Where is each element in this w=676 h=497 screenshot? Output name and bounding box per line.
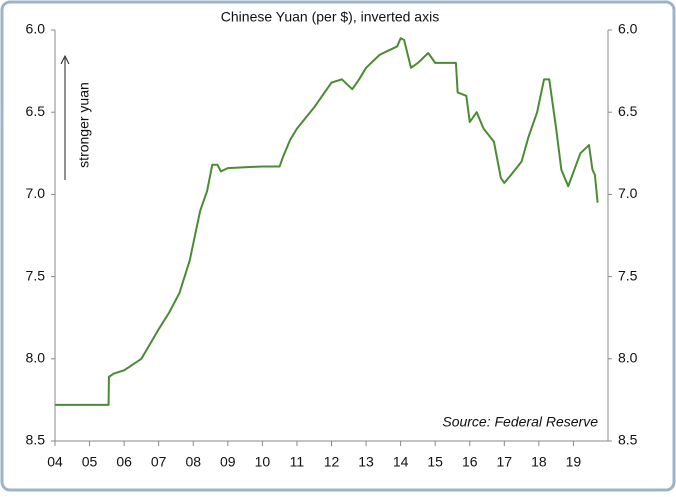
arrow-head	[60, 54, 70, 65]
source: Source: Federal Reserve	[442, 414, 598, 430]
y-tick-label: 7.5	[26, 267, 46, 283]
y2-tick-label: 8.0	[618, 350, 638, 366]
x-tick-label: 08	[185, 454, 201, 470]
y2-tick-label: 7.5	[618, 267, 638, 283]
x-tick-label: 10	[255, 454, 271, 470]
x-tick-label: 04	[47, 454, 63, 470]
x-tick-label: 06	[116, 454, 132, 470]
y-tick-label: 6.0	[26, 21, 46, 37]
x-tick-label: 14	[393, 454, 409, 470]
y-tick-label: 8.0	[26, 350, 46, 366]
x-tick-label: 19	[566, 454, 582, 470]
x-tick-label: 17	[497, 454, 513, 470]
x-tick-label: 12	[324, 454, 340, 470]
x-tick-label: 15	[427, 454, 443, 470]
x-tick-label: 07	[151, 454, 167, 470]
y2-tick-label: 8.5	[618, 432, 638, 448]
x-tick-label: 11	[290, 454, 305, 470]
x-tick-label: 05	[82, 454, 98, 470]
y-tick-label: 8.5	[26, 432, 46, 448]
x-tick-label: 18	[531, 454, 547, 470]
x-tick-label: 16	[462, 454, 478, 470]
y2-tick-label: 6.5	[618, 103, 638, 119]
annotation: stronger yuan	[76, 82, 92, 168]
y2-tick-label: 6.0	[618, 21, 638, 37]
x-tick-label: 09	[220, 454, 236, 470]
y-tick-label: 6.5	[26, 103, 46, 119]
y-tick-label: 7.0	[26, 185, 46, 201]
chart-title: Chinese Yuan (per $), inverted axis	[221, 9, 439, 25]
line	[55, 37, 599, 406]
y2-tick-label: 7.0	[618, 185, 638, 201]
x-tick-label: 13	[358, 454, 374, 470]
